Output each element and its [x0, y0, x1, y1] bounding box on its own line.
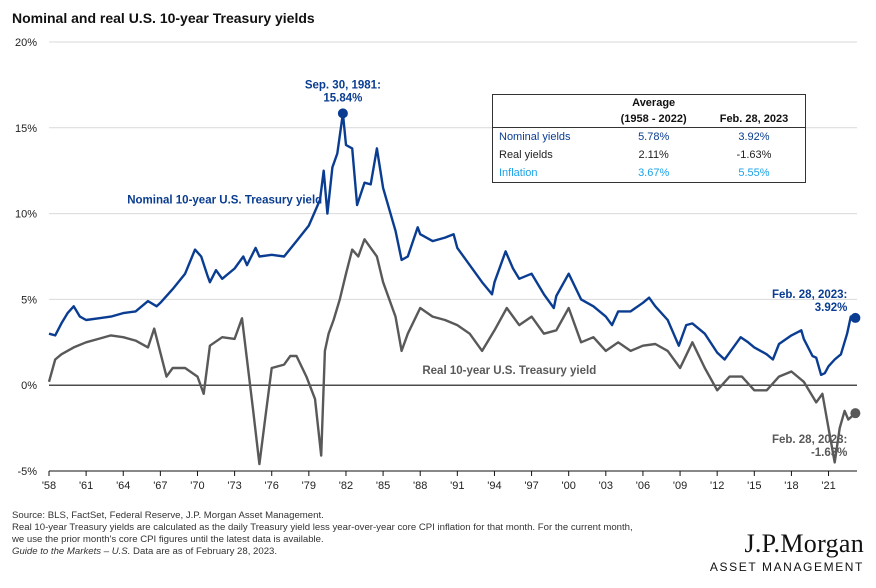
y-tick-label: 20% — [15, 37, 37, 49]
row-average: 2.11% — [638, 149, 669, 161]
table-header-spacer — [703, 95, 806, 112]
real-series-label: Real 10-year U.S. Treasury yield — [422, 365, 596, 377]
table-corner-2 — [492, 111, 605, 128]
x-tick-label: '73 — [227, 480, 241, 492]
row-label: Inflation — [499, 167, 538, 179]
x-tick-label: '21 — [821, 480, 835, 492]
table-header-period: (1958 - 2022) — [604, 111, 703, 128]
x-tick-label: '61 — [79, 480, 93, 492]
x-tick-label: '91 — [450, 480, 464, 492]
x-tick-label: '94 — [487, 480, 501, 492]
annotation-label: Feb. 28, 2023: — [772, 434, 847, 446]
row-average: 5.78% — [638, 131, 670, 143]
nominal-series-label: Nominal 10-year U.S. Treasury yield — [127, 194, 322, 206]
footnote-guide-title: Guide to the Markets – U.S. — [12, 546, 131, 557]
x-tick-label: '82 — [339, 480, 353, 492]
y-tick-label: 5% — [21, 294, 37, 306]
annotation-label: Feb. 28, 2023: — [772, 289, 847, 301]
x-tick-label: '12 — [710, 480, 724, 492]
row-current: 5.55% — [738, 167, 770, 179]
data-point-marker — [850, 312, 861, 323]
chart-title: Nominal and real U.S. 10-year Treasury y… — [12, 10, 315, 26]
table-row-inflation: Inflation 3.67% 5.55% — [493, 164, 806, 183]
row-label: Nominal yields — [499, 131, 571, 143]
x-tick-label: '70 — [190, 480, 204, 492]
x-tick-label: '03 — [599, 480, 613, 492]
y-tick-label: 15% — [15, 123, 37, 135]
logo-subtitle: ASSET MANAGEMENT — [709, 560, 864, 574]
footnote-method: Real 10-year Treasury yields are calcula… — [12, 522, 633, 533]
footnote-method-cont: we use the prior month's core CPI figure… — [12, 534, 324, 545]
annotation-label: Sep. 30, 1981: — [305, 79, 381, 91]
x-tick-label: '79 — [302, 480, 316, 492]
summary-table: Average (1958 - 2022) Feb. 28, 2023 Nomi… — [492, 94, 806, 183]
jpmorgan-logo: J.P.Morgan ASSET MANAGEMENT — [709, 529, 864, 575]
footnote-guide-date: Data are as of February 28, 2023. — [130, 546, 278, 557]
data-point-marker — [850, 408, 861, 419]
x-tick-label: '97 — [524, 480, 538, 492]
x-tick-label: '58 — [42, 480, 56, 492]
chart-labels: Sep. 30, 1981:15.84%Feb. 28, 2023:3.92%F… — [127, 79, 861, 459]
x-tick-label: '85 — [376, 480, 390, 492]
y-tick-label: 0% — [21, 380, 37, 392]
row-current: -1.63% — [736, 149, 772, 161]
x-tick-label: '00 — [562, 480, 576, 492]
x-tick-label: '64 — [116, 480, 130, 492]
table-header-current: Feb. 28, 2023 — [702, 111, 806, 128]
annotation-label: 15.84% — [323, 92, 362, 104]
nominal-yield-line — [48, 112, 856, 377]
table-corner — [493, 95, 605, 112]
table-header-row-2: (1958 - 2022) Feb. 28, 2023 — [492, 111, 806, 128]
x-tick-label: '09 — [673, 480, 687, 492]
series-lines — [47, 112, 857, 466]
x-tick-label: '67 — [153, 480, 167, 492]
y-tick-label: 10% — [15, 209, 37, 221]
footnotes: Source: BLS, FactSet, Federal Reserve, J… — [12, 510, 732, 558]
footnote-guide: Guide to the Markets – U.S. Data are as … — [12, 546, 732, 558]
annotation-label: 3.92% — [815, 302, 848, 314]
table-header-row: Average — [493, 95, 806, 112]
x-tick-label: '88 — [413, 480, 427, 492]
x-tick-label: '15 — [747, 480, 761, 492]
table-row-nominal: Nominal yields 5.78% 3.92% — [493, 128, 806, 147]
row-label: Real yields — [499, 149, 553, 161]
x-tick-label: '18 — [784, 480, 798, 492]
x-tick-label: '76 — [265, 480, 279, 492]
row-average: 3.67% — [638, 167, 670, 179]
table-row-real: Real yields 2.11% -1.63% — [493, 146, 806, 164]
data-point-marker — [337, 108, 348, 119]
line-chart: -5% 0% 5% 10% 15% 20% '58 '61 '64 '67 '70 '73 '76 '79… — [15, 37, 861, 492]
x-tick-label: '06 — [636, 480, 650, 492]
annotation-label: -1.63% — [811, 447, 847, 459]
row-current: 3.92% — [738, 131, 770, 143]
y-tick-label: -5% — [17, 466, 37, 478]
logo-name: J.P.Morgan — [744, 529, 864, 558]
footnote-source: Source: BLS, FactSet, Federal Reserve, J… — [12, 510, 324, 521]
real-yield-line — [47, 238, 857, 466]
table-header-average: Average — [632, 97, 676, 109]
